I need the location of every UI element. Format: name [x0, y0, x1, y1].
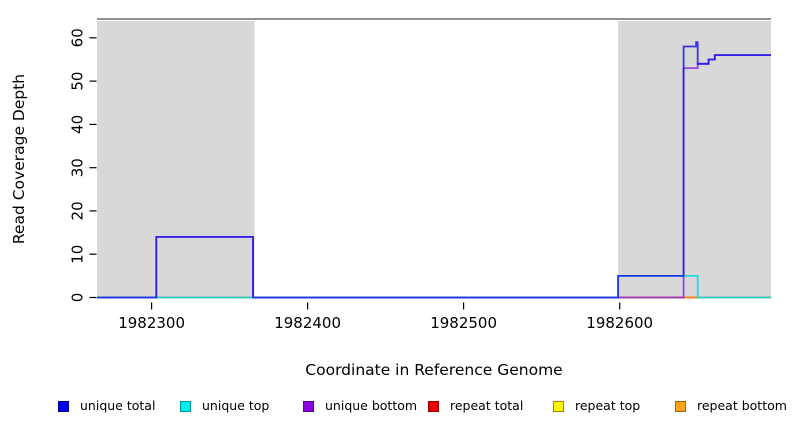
x-tick-label: 1982300	[118, 314, 185, 332]
legend-item-repeat-total: repeat total	[428, 397, 523, 415]
legend-label: repeat top	[575, 398, 641, 413]
series-line-unique-total	[97, 41, 771, 299]
legend-label: repeat total	[450, 398, 524, 413]
legend-item-unique-bottom: unique bottom	[303, 397, 417, 415]
legend-item-repeat-bottom: repeat bottom	[675, 397, 787, 415]
coverage-chart: 0 10 20 30 40 50 60 1982300 1982400 1982500 198260…	[10, 18, 771, 379]
legend-item-repeat-top: repeat top	[553, 397, 640, 415]
x-tick-label: 1982400	[274, 314, 341, 332]
chart-canvas: 0 10 20 30 40 50 60 1982300 1982400 1982500 198260…	[10, 18, 771, 379]
y-tick-label: 0	[69, 293, 87, 303]
y-tick-label: 20	[69, 201, 87, 220]
shaded-region	[97, 21, 255, 299]
y-tick-label: 40	[68, 115, 86, 134]
legend-swatch-unique-bottom	[303, 400, 314, 412]
legend-item-unique-top: unique top	[180, 397, 269, 415]
shaded-region	[618, 21, 771, 299]
x-tick-label: 1982500	[430, 314, 497, 332]
legend-swatch-repeat-total	[428, 400, 439, 412]
y-axis-title: Read Coverage Depth	[10, 74, 28, 244]
legend-label: unique top	[202, 398, 270, 413]
y-tick-label: 50	[68, 72, 86, 91]
legend: unique total unique top unique bottom repea…	[0, 397, 792, 419]
y-tick-label: 60	[69, 28, 87, 47]
x-axis-title: Coordinate in Reference Genome	[305, 361, 562, 379]
legend-swatch-unique-total	[58, 400, 69, 412]
legend-item-unique-total: unique total	[58, 397, 155, 415]
legend-swatch-unique-top	[180, 400, 191, 412]
legend-label: unique bottom	[325, 398, 418, 413]
legend-label: unique total	[80, 398, 156, 413]
legend-swatch-repeat-top	[553, 400, 564, 412]
y-tick-label: 30	[68, 158, 86, 177]
x-tick-label: 1982600	[586, 314, 653, 332]
legend-swatch-repeat-bottom	[675, 400, 686, 412]
legend-label: repeat bottom	[697, 398, 787, 413]
y-tick-label: 10	[69, 245, 87, 264]
